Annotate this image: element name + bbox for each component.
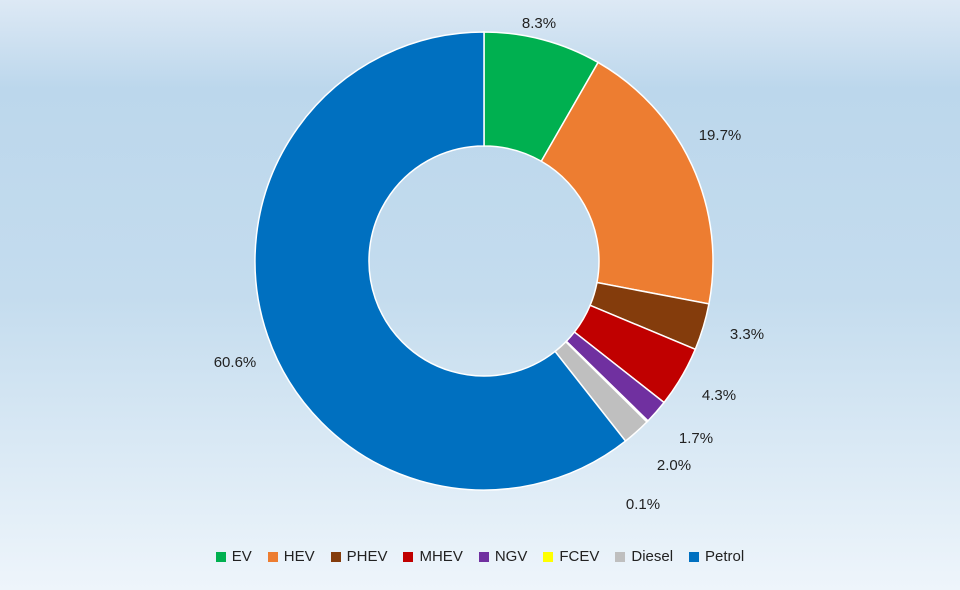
legend-item-petrol: Petrol [689, 548, 744, 565]
chart-legend: EV HEV PHEV MHEV NGV FCEV Diesel Petrol [0, 548, 960, 565]
data-label-ev: 8.3% [522, 15, 556, 32]
legend-swatch-ev [215, 551, 226, 562]
legend-item-phev: PHEV [330, 548, 388, 565]
legend-item-fcev: FCEV [543, 548, 599, 565]
slice-hev [540, 61, 714, 305]
legend-label-mhev: MHEV [419, 548, 463, 565]
legend-label-fcev: FCEV [559, 548, 600, 565]
legend-label-ev: EV [231, 548, 252, 565]
legend-label-diesel: Diesel [631, 548, 674, 565]
legend-swatch-hev [267, 551, 278, 562]
legend-label-phev: PHEV [346, 548, 388, 565]
legend-item-mhev: MHEV [403, 548, 463, 565]
legend-swatch-petrol [689, 551, 700, 562]
legend-swatch-fcev [543, 551, 554, 562]
data-label-fcev: 0.1% [626, 496, 660, 513]
data-label-diesel: 2.0% [657, 457, 691, 474]
data-label-mhev: 4.3% [702, 387, 736, 404]
legend-swatch-diesel [615, 551, 626, 562]
legend-swatch-mhev [403, 551, 414, 562]
data-label-phev: 3.3% [730, 326, 764, 343]
data-label-ngv: 1.7% [679, 430, 713, 447]
legend-label-petrol: Petrol [705, 548, 745, 565]
legend-swatch-ngv [478, 551, 489, 562]
legend-label-hev: HEV [283, 548, 315, 565]
data-label-hev: 19.7% [699, 127, 742, 144]
legend-item-diesel: Diesel [615, 548, 673, 565]
legend-label-ngv: NGV [494, 548, 528, 565]
legend-swatch-phev [330, 551, 341, 562]
legend-item-ev: EV [215, 548, 252, 565]
slice-petrol [254, 31, 627, 491]
data-label-petrol: 60.6% [214, 354, 257, 371]
legend-item-hev: HEV [267, 548, 315, 565]
legend-item-ngv: NGV [478, 548, 528, 565]
